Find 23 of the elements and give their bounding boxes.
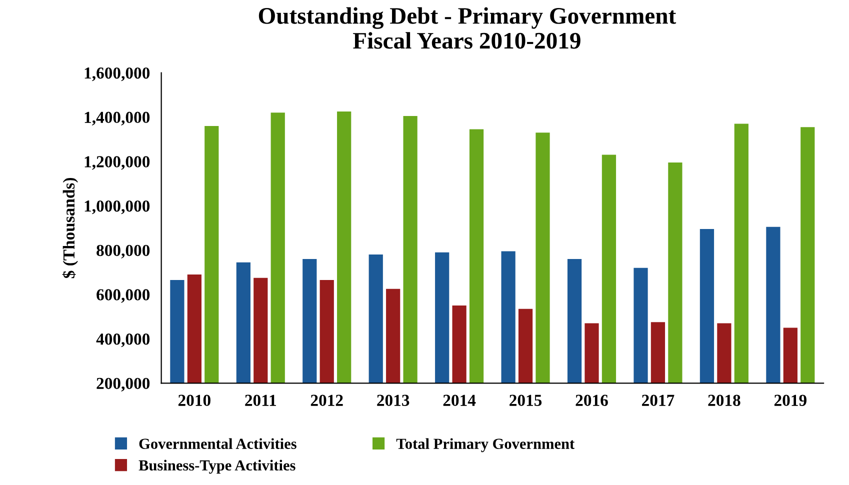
legend-label: Governmental Activities [139,438,296,449]
y-tick-label: 200,000 [96,378,150,392]
y-tick-label: 400,000 [96,334,150,348]
y-tick-label: 1,000,000 [84,200,150,214]
y-tick-label: 1,400,000 [84,112,150,126]
x-tick-label: 2016 [576,394,608,406]
x-tick-label: 2011 [245,394,276,406]
x-tick-label: 2014 [443,394,476,406]
x-tick-label: 2012 [310,394,343,406]
x-tick-label: 2010 [178,394,210,406]
legend-label: Total Primary Government [396,438,575,452]
x-tick-label: 2017 [642,394,674,406]
y-axis-title: $ (Thousands) [62,178,78,278]
y-tick-label: 600,000 [96,289,150,303]
legend-label: Business-Type Activities [138,460,296,474]
x-tick-label: 2018 [708,394,740,406]
x-tick-label: 2015 [510,394,542,406]
y-tick-label: 1,600,000 [84,67,150,82]
x-tick-label: 2013 [377,394,410,406]
y-tick-label: 800,000 [96,244,150,258]
x-tick-label: 2019 [774,394,806,406]
y-tick-label: 1,200,000 [84,156,150,170]
chart-title: Outstanding Debt - Primary Government Fiscal Years 2010-2019 [258,7,676,49]
